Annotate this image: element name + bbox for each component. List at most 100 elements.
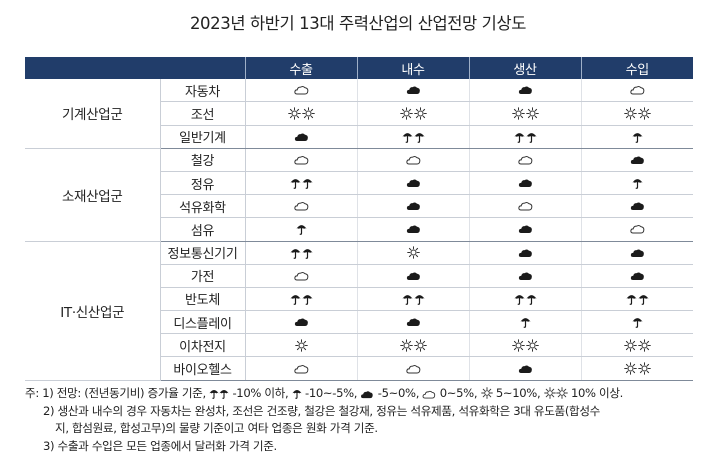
double-umbrella-icon — [289, 246, 313, 260]
cloud-icon — [630, 83, 645, 97]
dark-cloud-icon — [406, 315, 421, 329]
double-umbrella-icon — [401, 292, 425, 306]
industry-label: 이차전지 — [160, 333, 246, 358]
cloud-icon — [422, 390, 436, 399]
legend-item: 5~10%, — [480, 386, 544, 400]
dark-cloud-icon — [518, 362, 533, 376]
industry-label: 석유화학 — [160, 194, 246, 219]
forecast-legend: -10% 이하, -10~-5%, -5~0%, 0~5%, 5~10%, 10… — [209, 386, 623, 400]
table-row: 디스플레이 — [25, 310, 693, 335]
table-row: 섬유 — [25, 217, 693, 242]
double-sun-icon — [623, 106, 651, 120]
legend-text: -10~-5%, — [301, 386, 361, 400]
dark-cloud-icon — [518, 83, 533, 97]
forecast-cell-domestic — [356, 217, 469, 242]
forecast-cell-export — [244, 241, 357, 265]
legend-item: 10% 이상. — [543, 386, 623, 400]
forecast-cell-domestic — [356, 101, 469, 126]
dark-cloud-icon — [406, 199, 421, 213]
dark-cloud-icon — [518, 222, 533, 236]
header-export: 수출 — [244, 57, 357, 80]
forecast-cell-export — [244, 264, 357, 288]
cloud-icon — [517, 199, 533, 213]
forecast-cell-export — [244, 79, 357, 103]
forecast-cell-production — [468, 171, 581, 196]
double-umbrella-icon — [289, 292, 313, 306]
industry-group-label: IT·신산업군 — [25, 241, 161, 381]
cloud-icon — [293, 269, 309, 283]
forecast-cell-export — [244, 287, 357, 312]
industry-label: 바이오헬스 — [160, 356, 246, 381]
legend-item: 0~5%, — [422, 386, 480, 400]
dark-cloud-icon — [406, 83, 421, 97]
umbrella-icon — [291, 388, 302, 399]
dark-cloud-icon — [630, 153, 645, 167]
dark-cloud-icon — [518, 269, 533, 283]
forecast-cell-export — [244, 125, 357, 149]
forecast-cell-domestic — [356, 171, 469, 196]
table-row: 일반기계 — [25, 125, 693, 149]
forecast-cell-import — [580, 310, 693, 335]
forecast-cell-import — [580, 333, 693, 358]
forecast-cell-production — [468, 79, 581, 103]
dark-cloud-icon — [406, 222, 421, 236]
forecast-cell-production — [468, 217, 581, 242]
legend-item: -5~0%, — [360, 386, 422, 400]
note-1: 주: 1) 전망: (전년동기비) 증가율 기준, -10% 이하, -10~-… — [25, 385, 695, 403]
table-row: 정유 — [25, 171, 693, 196]
legend-item: -10% 이하, — [209, 386, 292, 400]
legend-text: 0~5%, — [436, 386, 481, 400]
forecast-cell-production — [468, 287, 581, 312]
forecast-cell-domestic — [356, 333, 469, 358]
header-production: 생산 — [468, 57, 581, 80]
double-umbrella-icon — [289, 176, 313, 190]
table-row: 가전 — [25, 264, 693, 288]
forecast-cell-production — [468, 333, 581, 358]
industry-label: 철강 — [160, 148, 246, 172]
header-domestic: 내수 — [356, 57, 469, 80]
forecast-cell-export — [244, 356, 357, 381]
umbrella-icon — [295, 222, 307, 236]
dark-cloud-icon — [518, 176, 533, 190]
forecast-cell-production — [468, 264, 581, 288]
forecast-cell-domestic — [356, 79, 469, 103]
legend-text: 5~10%, — [492, 386, 544, 400]
industry-label: 조선 — [160, 101, 246, 126]
header-import: 수입 — [580, 57, 693, 80]
forecast-cell-production — [468, 356, 581, 381]
table-row: 소재산업군 철강 — [25, 148, 693, 242]
table-row: 바이오헬스 — [25, 356, 693, 381]
double-sun-icon — [399, 338, 427, 352]
cloud-icon — [630, 222, 645, 236]
table-row: IT·신산업군 정보통신기기 — [25, 241, 693, 381]
forecast-cell-import — [580, 101, 693, 126]
double-sun-icon — [543, 387, 568, 399]
double-sun-icon — [511, 338, 539, 352]
forecast-cell-import — [580, 194, 693, 219]
dark-cloud-icon — [406, 269, 421, 283]
double-umbrella-icon — [401, 130, 425, 144]
forecast-cell-import — [580, 287, 693, 312]
note-3: 3) 수출과 수입은 모든 업종에서 달러화 가격 기준. — [43, 438, 277, 453]
forecast-cell-import — [580, 356, 693, 381]
dark-cloud-icon — [518, 246, 533, 260]
cloud-icon — [293, 153, 309, 167]
industry-label: 자동차 — [160, 79, 246, 103]
industry-label: 가전 — [160, 264, 246, 288]
dark-cloud-icon — [630, 199, 645, 213]
forecast-cell-import — [580, 217, 693, 242]
industry-label: 반도체 — [160, 287, 246, 312]
header-blank — [160, 57, 245, 80]
cloud-icon — [293, 83, 309, 97]
dark-cloud-icon — [630, 269, 645, 283]
note-2-line-1: 2) 생산과 내수의 경우 자동차는 완성차, 조선은 건조량, 철강은 철강재… — [43, 403, 600, 418]
forecast-cell-domestic — [356, 125, 469, 149]
dark-cloud-icon — [630, 246, 645, 260]
forecast-cell-import — [580, 171, 693, 196]
forecast-cell-export — [244, 194, 357, 219]
note-1-prefix: 주: 1) 전망: (전년동기비) 증가율 기준, — [25, 386, 206, 400]
industry-label: 정유 — [160, 171, 246, 196]
forecast-cell-domestic — [356, 287, 469, 312]
industry-group-label: 기계산업군 — [25, 79, 161, 149]
header-blank — [25, 57, 160, 80]
